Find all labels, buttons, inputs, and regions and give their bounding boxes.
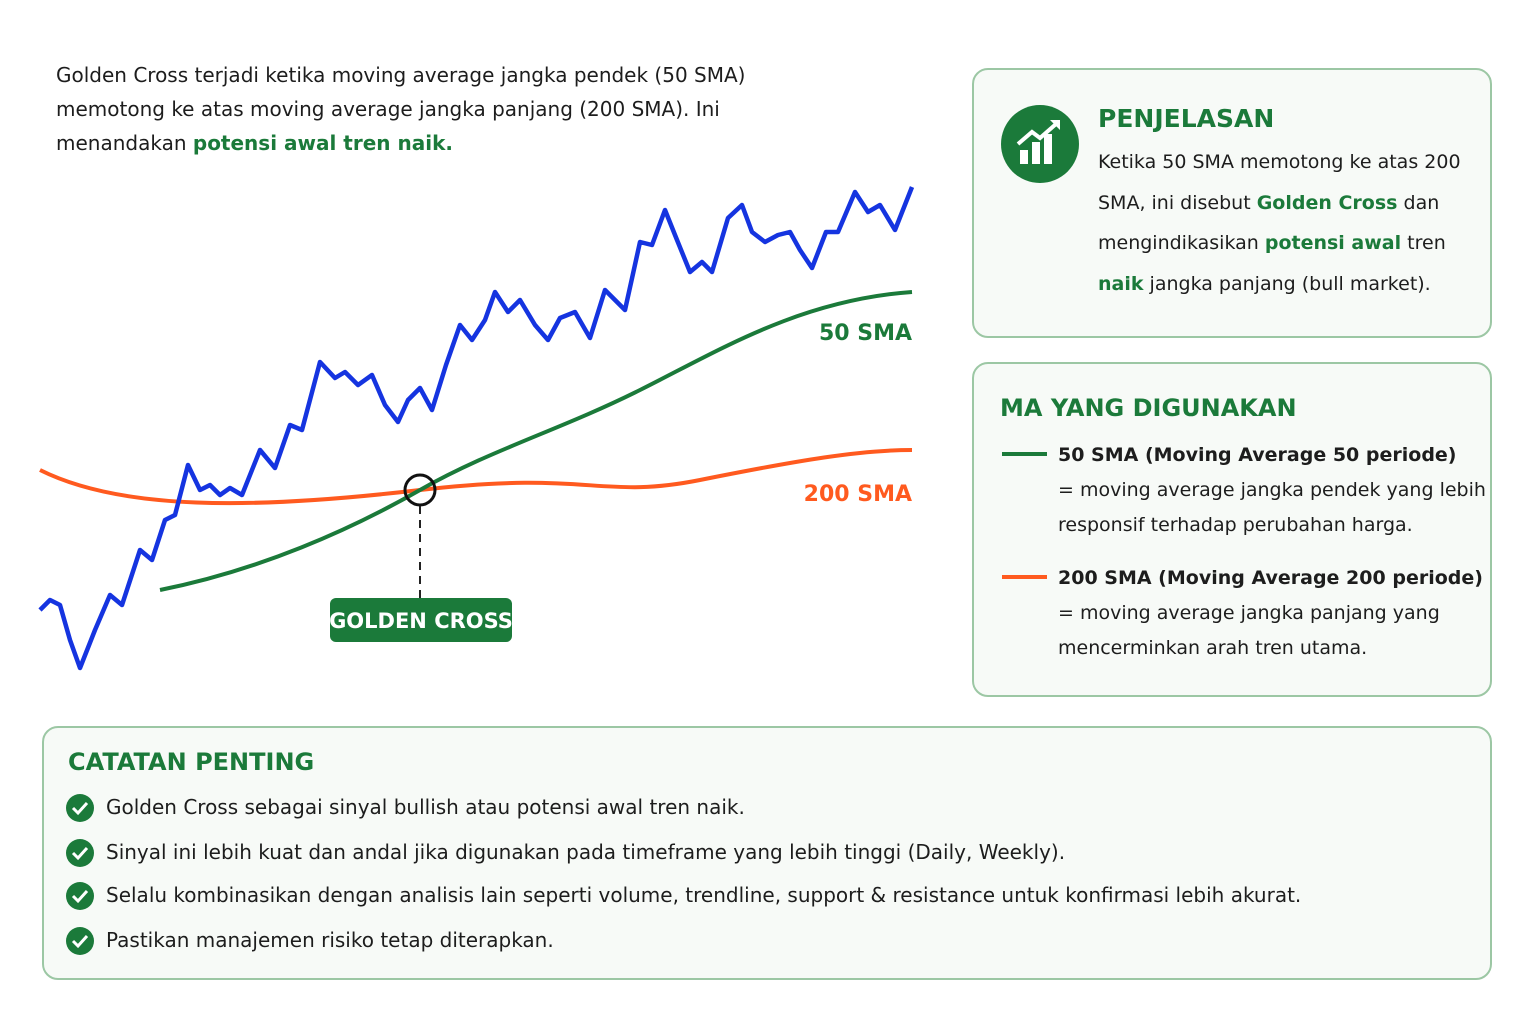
ma-title: MA YANG DIGUNAKAN <box>1000 394 1297 422</box>
cross-marker <box>403 473 437 507</box>
cross-box <box>330 598 512 642</box>
catatan-title: CATATAN PENTING <box>68 748 315 776</box>
sma50-line <box>159 290 913 592</box>
ma-card: MA YANG DIGUNAKAN 50 SMA (Moving Average… <box>972 362 1492 697</box>
ma-item: 200 SMA (Moving Average 200 periode) = m… <box>1058 561 1488 666</box>
check-icon <box>66 794 94 822</box>
legend-swatch <box>1002 575 1047 579</box>
check-icon <box>66 839 94 867</box>
text-part: naik <box>1098 272 1144 295</box>
note-item: Sinyal ini lebih kuat dan andal jika dig… <box>106 840 1066 864</box>
text-part: Golden Cross <box>1256 191 1398 214</box>
check-icon <box>66 882 94 910</box>
penjelasan-text: Ketika 50 SMA memotong ke atas 200 SMA, … <box>1098 142 1490 304</box>
cross-label: GOLDEN CROSS <box>329 609 513 633</box>
ma-desc: = moving average jangka pendek yang lebi… <box>1058 479 1486 536</box>
intro-text: Golden Cross terjadi ketika moving avera… <box>56 63 746 155</box>
sma200-line <box>39 448 913 506</box>
penjelasan-card: PENJELASAN Ketika 50 SMA memotong ke ata… <box>972 68 1492 338</box>
sma50-label: 50 SMA <box>819 321 912 346</box>
price-line <box>38 186 915 671</box>
note-item: Golden Cross sebagai sinyal bullish atau… <box>106 795 745 819</box>
text-part: Ketika 50 SMA memotong ke atas 200 SMA, … <box>1098 151 1461 214</box>
text-part: tren <box>1401 232 1446 254</box>
ma-desc: = moving average jangka panjang yang men… <box>1058 602 1440 659</box>
intro: Golden Cross terjadi ketika moving avera… <box>56 58 856 160</box>
note-item: Pastikan manajemen risiko tetap diterapk… <box>106 928 554 952</box>
ma-label: 50 SMA (Moving Average 50 periode) <box>1058 444 1457 466</box>
ma-item: 50 SMA (Moving Average 50 periode) = mov… <box>1058 438 1488 543</box>
text-part: jangka panjang (bull market). <box>1143 272 1431 295</box>
penjelasan-title: PENJELASAN <box>1098 104 1275 133</box>
legend-swatch <box>1002 452 1047 456</box>
chart-icon <box>1001 105 1079 183</box>
ma-label: 200 SMA (Moving Average 200 periode) <box>1058 567 1483 589</box>
catatan-card: CATATAN PENTING <box>42 726 1492 980</box>
text-part: dan mengindikasikan <box>1098 191 1440 255</box>
intro-highlight: potensi awal tren naik. <box>192 131 453 155</box>
chart: GOLDEN CROSS 50 SMA 200 SMA <box>38 186 915 671</box>
check-icon <box>66 927 94 955</box>
sma200-label: 200 SMA <box>804 482 912 507</box>
text-part: potensi awal <box>1264 232 1402 254</box>
note-item: Selalu kombinasikan dengan analisis lain… <box>106 883 1302 907</box>
